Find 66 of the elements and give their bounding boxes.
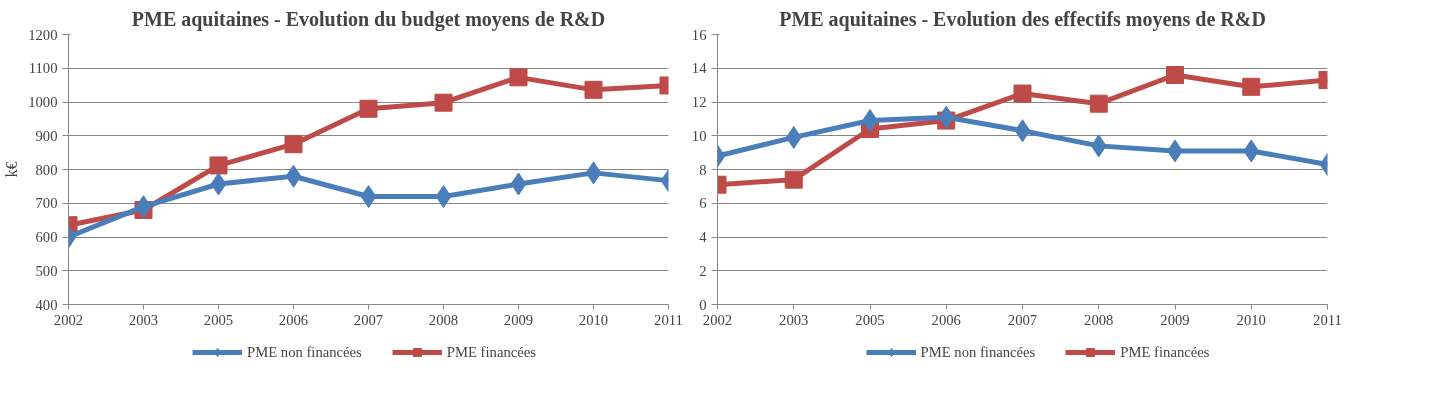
x-tick-label: 2009 [1160,311,1190,328]
x-tick-label: 2005 [203,311,234,328]
y-tick-label: 10 [691,127,707,144]
y-tick-label: 8 [699,161,707,178]
point [135,195,152,219]
x-tick-label: 2002 [702,311,733,328]
point [209,156,228,175]
point [284,135,303,154]
x-tick-label: 2003 [779,311,809,328]
x-tick-label: 2005 [855,311,885,328]
point [1014,119,1031,143]
point [1166,66,1184,84]
y-tick-label: 700 [35,195,58,212]
y-tick-label: 800 [35,161,58,178]
y-tick-label: 12 [691,94,707,110]
y-tick-label: 900 [35,127,58,144]
x-tick-label: 2010 [1236,311,1266,328]
x-tick-label: 2002 [53,311,84,328]
x-tick-label: 2006 [278,311,309,328]
y-tick-label: 500 [35,262,58,279]
y-tick-label: 6 [699,195,707,212]
point [360,185,377,208]
point [1089,94,1108,113]
x-tick-label: 2007 [353,311,384,328]
legend-label: PME non financées [920,343,1036,361]
point [1013,84,1032,103]
y-tick-label: 14 [691,60,708,77]
x-tick-label: 2003 [128,311,159,328]
y-tick-label: 4 [699,229,708,245]
point [285,164,302,188]
point [1243,139,1260,163]
point [434,93,453,112]
point [1242,77,1261,96]
x-tick-label: 2011 [1313,311,1342,328]
point [584,80,603,99]
point [785,125,802,149]
point [510,172,527,196]
point [938,105,955,129]
point [585,161,602,185]
chart-title: PME aquitaines - Evolution des effectifs moyens de R&D [779,7,1266,31]
point [359,99,378,118]
x-tick-label: 2008 [428,311,459,328]
point [210,172,227,196]
y-tick-label: 2 [699,262,707,279]
y-tick-label: 1100 [28,60,58,77]
y-tick-label: 16 [691,26,707,43]
x-tick-label: 2011 [654,311,683,328]
x-tick-label: 2010 [578,311,609,328]
legend-label: PME financées [1120,343,1210,361]
legend-label: PME financées [446,343,536,361]
point [784,170,803,189]
x-tick-label: 2009 [503,311,534,328]
point [509,68,528,87]
y-tick-label: 0 [699,296,707,313]
y-axis-title: k€ [3,161,21,178]
x-tick-label: 2008 [1084,311,1114,328]
y-tick-label: 600 [35,229,58,245]
point [435,185,452,208]
x-tick-label: 2007 [1007,311,1038,328]
legend-label: PME non financées [247,343,362,361]
y-tick-label: 1200 [28,26,58,43]
chart-title: PME aquitaines - Evolution du budget moyens de R&D [131,7,606,31]
y-tick-label: 400 [35,296,58,313]
point [1090,134,1107,158]
x-tick-label: 2006 [931,311,961,328]
y-tick-label: 1000 [28,94,58,110]
